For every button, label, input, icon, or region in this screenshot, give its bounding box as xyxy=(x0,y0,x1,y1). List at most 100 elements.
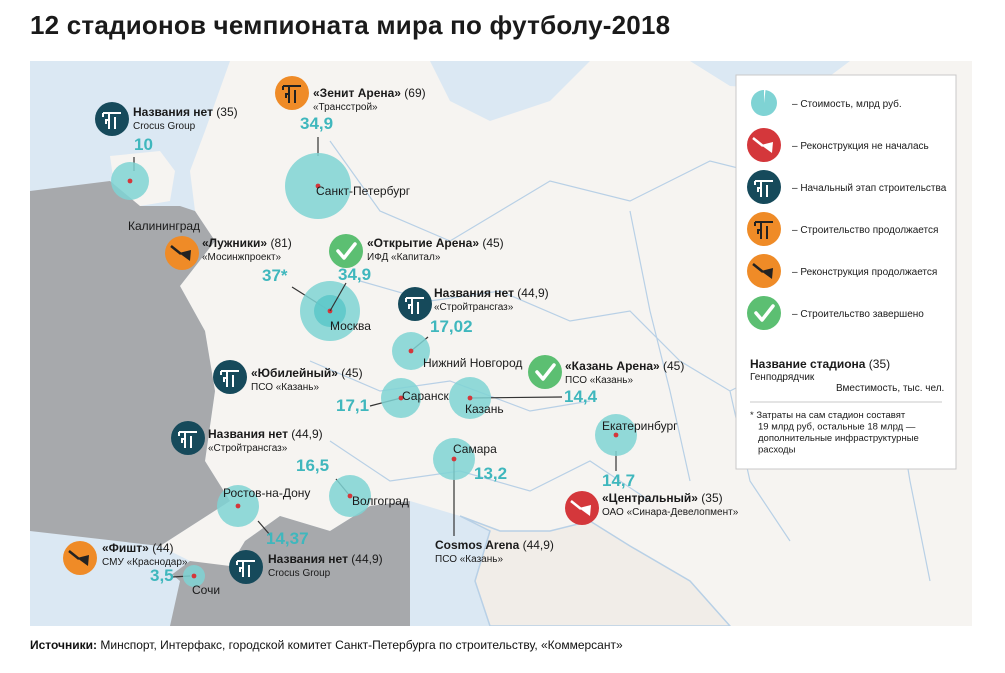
city-dot xyxy=(467,395,473,401)
stadium-title: Названия нет xyxy=(434,286,514,300)
stadium-capacity: (69) xyxy=(401,86,426,100)
stadium-name: Названия нет (35) xyxy=(133,105,238,119)
cost-value: 34,9 xyxy=(300,114,333,133)
stadium-name: «Зенит Арена» (69) xyxy=(313,86,426,100)
stadium-capacity: (45) xyxy=(338,366,363,380)
stadium-title: «Лужники» xyxy=(202,236,267,250)
city-label: Сочи xyxy=(192,583,220,597)
legend-footnote-line: расходы xyxy=(758,445,796,456)
page-title: 12 стадионов чемпионата мира по футболу-… xyxy=(30,10,671,40)
stadium-title: Cosmos Arena xyxy=(435,538,520,552)
city-label: Волгоград xyxy=(352,494,409,508)
stadium-name: «Центральный» (35) xyxy=(602,491,723,505)
legend-example-contractor: Генподрядчик xyxy=(750,372,815,383)
cost-value: 16,5 xyxy=(296,456,329,475)
northern-sea xyxy=(430,61,590,121)
stadium-capacity: (44) xyxy=(149,541,174,555)
caspian-sea xyxy=(415,516,490,601)
city-label: Самара xyxy=(453,442,497,456)
legend-footnote-line: 19 млрд руб, остальные 18 млрд — xyxy=(758,422,916,433)
stadium-capacity: (44,9) xyxy=(288,427,323,441)
stadium-capacity: (45) xyxy=(660,359,685,373)
legend-example-name: Название стадиона (35) xyxy=(750,357,890,371)
stadium-capacity: (44,9) xyxy=(348,552,383,566)
stadium-name: Названия нет (44,9) xyxy=(268,552,383,566)
city-label: Екатеринбург xyxy=(602,419,678,433)
cost-value: 17,02 xyxy=(430,317,473,336)
cost-value: 10 xyxy=(134,135,153,154)
cost-value: 37* xyxy=(262,266,288,285)
stadium-title: Названия нет xyxy=(133,105,213,119)
cost-value: 13,2 xyxy=(474,464,507,483)
stadium-contractor: Crocus Group xyxy=(133,121,196,132)
stadium-title: «Казань Арена» xyxy=(565,359,660,373)
city-label: Нижний Новгород xyxy=(423,356,522,370)
stadium-title: «Юбилейный» xyxy=(251,366,338,380)
stadium-capacity: (35) xyxy=(698,491,723,505)
legend-item-label: – Строительство продолжается xyxy=(792,225,938,236)
caucasus-neighbors xyxy=(150,501,410,626)
crane-icon xyxy=(397,286,433,322)
city-dot xyxy=(398,395,404,401)
stadium-contractor: «Стройтрансгаз» xyxy=(434,302,514,313)
leader-line xyxy=(257,520,271,536)
stadium-contractor: «Мосинжпроект» xyxy=(202,252,282,263)
kazakhstan-area xyxy=(459,515,732,626)
city-label: Казань xyxy=(465,402,504,416)
trowel-icon xyxy=(563,489,601,527)
city-label: Ростов-на-Дону xyxy=(223,486,310,500)
stadium-contractor: ПСО «Казань» xyxy=(565,375,633,386)
trowel-icon xyxy=(163,234,201,272)
city-label: Калининград xyxy=(128,219,200,233)
leader-line xyxy=(329,282,347,312)
crane-icon xyxy=(746,169,782,205)
stadium-title: Названия нет xyxy=(208,427,288,441)
city-dot xyxy=(408,348,414,354)
city-label: Санкт-Петербург xyxy=(316,184,411,198)
city-dot xyxy=(235,503,241,509)
city-dot xyxy=(613,432,619,438)
city-dot xyxy=(451,456,457,462)
stadium-capacity: (35) xyxy=(213,105,238,119)
stadium-capacity: (44,9) xyxy=(519,538,554,552)
crane-icon xyxy=(746,211,782,247)
crane-icon xyxy=(212,359,248,395)
cost-value: 14,7 xyxy=(602,471,635,490)
stadium-name: «Казань Арена» (45) xyxy=(565,359,684,373)
stadium-capacity: (44,9) xyxy=(514,286,549,300)
stadium-name: Названия нет (44,9) xyxy=(208,427,323,441)
stadium-map: Калининград Санкт-Петербург Москва Нижний Н… xyxy=(30,61,972,626)
stadium-name: «Юбилейный» (45) xyxy=(251,366,363,380)
stadium-contractor: ОАО «Синара-Девелопмент» xyxy=(602,507,739,518)
stadium-name: «Фишт» (44) xyxy=(102,541,174,555)
stadium-name: Cosmos Arena (44,9) xyxy=(435,538,554,552)
stadium-name: «Открытие Арена» (45) xyxy=(367,236,504,250)
stadium-contractor: СМУ «Краснодар» xyxy=(102,557,188,568)
legend-example-title: Название стадиона xyxy=(750,357,866,371)
stadium-title: «Центральный» xyxy=(602,491,698,505)
black-sea xyxy=(30,556,180,626)
cost-value: 17,1 xyxy=(336,396,369,415)
legend-item-label: – Строительство завершено xyxy=(792,309,924,320)
legend-footnote-line: дополнительные инфраструктурные xyxy=(758,433,919,444)
crane-icon xyxy=(170,420,206,456)
city-dot xyxy=(127,178,133,184)
stadium-name: «Лужники» (81) xyxy=(202,236,292,250)
baltic-neighbors xyxy=(30,181,230,546)
stadium-capacity: (81) xyxy=(267,236,292,250)
crane-icon xyxy=(228,549,264,585)
stadium-title: «Фишт» xyxy=(102,541,149,555)
city-label: Саранск xyxy=(402,389,449,403)
cost-value: 34,9 xyxy=(338,265,371,284)
cost-value: 14,37 xyxy=(266,529,309,548)
checkmark-icon xyxy=(327,232,365,270)
stadium-contractor: «Стройтрансгаз» xyxy=(208,443,288,454)
legend-example-capacity: (35) xyxy=(865,357,890,371)
stadium-name: Названия нет (44,9) xyxy=(434,286,549,300)
stadium-contractor: «Трансстрой» xyxy=(313,102,378,113)
trowel-icon xyxy=(745,126,783,164)
city-label: Москва xyxy=(330,319,371,333)
cost-value: 3,5 xyxy=(150,566,174,585)
legend-item-label: – Начальный этап строительства xyxy=(792,183,947,194)
checkmark-icon xyxy=(745,294,783,332)
